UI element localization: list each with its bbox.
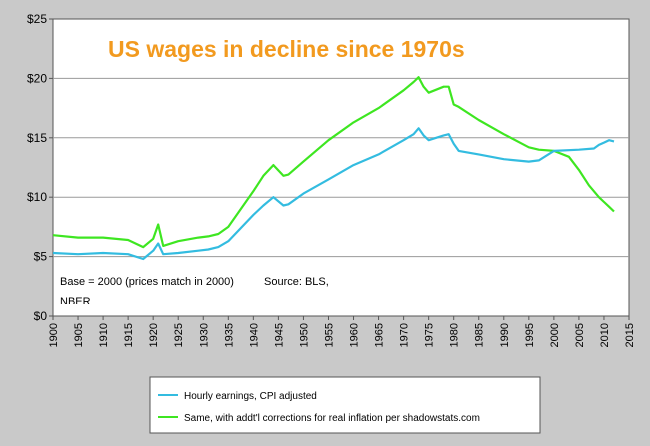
y-tick-label: $20 (27, 71, 47, 85)
legend-label: Same, with addt'l corrections for real i… (184, 413, 480, 424)
x-tick-label: 1990 (499, 323, 511, 347)
x-tick-label: 1920 (148, 323, 160, 347)
x-tick-label: 1940 (248, 323, 260, 347)
source-note-clip: NBER (60, 296, 91, 308)
series-line (52, 127, 615, 261)
x-tick-label: 1960 (349, 323, 361, 347)
x-tick-label: 1980 (449, 323, 461, 347)
legend-items: Hourly earnings, CPI adjusted Same, with … (158, 391, 480, 424)
x-tick-label: 1925 (173, 323, 185, 347)
x-tick-label: 1915 (123, 323, 135, 347)
x-tick-label: 2005 (574, 323, 586, 347)
source-note: Source: BLS, (264, 276, 329, 288)
x-tick-label: 1910 (98, 323, 110, 347)
base-note: Base = 2000 (prices match in 2000) (60, 276, 234, 288)
x-tick-label: 1970 (399, 323, 411, 347)
y-tick-label: $15 (27, 131, 47, 145)
legend-label: Hourly earnings, CPI adjusted (184, 391, 317, 402)
x-tick-label: 1950 (298, 323, 310, 347)
legend (149, 376, 541, 434)
y-tick-label: $5 (34, 250, 48, 264)
y-tick-label: $25 (27, 12, 47, 26)
x-tick-label: 1930 (198, 323, 210, 347)
x-tick-label: 2010 (599, 323, 611, 347)
y-axis: $0 $5 $10 $15 $20 $25 (27, 12, 53, 323)
y-tick-label: $10 (27, 190, 47, 204)
x-tick-label: 1965 (374, 323, 386, 347)
x-tick-label: 1900 (48, 323, 60, 347)
x-tick-label: 2000 (549, 323, 561, 347)
x-tick-label: 1905 (73, 323, 85, 347)
grid-lines (53, 77, 629, 258)
plot-area (52, 18, 630, 317)
x-tick-label: 1945 (273, 323, 285, 347)
y-tick-label: $0 (34, 309, 48, 323)
x-tick-label: 1955 (323, 323, 335, 347)
x-tick-label: 1935 (223, 323, 235, 347)
x-tick-label: 1975 (424, 323, 436, 347)
source-note-2: NBER (60, 296, 91, 308)
series-lines (52, 76, 615, 261)
chart-title: US wages in decline since 1970s (108, 36, 465, 62)
x-tick-label: 2015 (624, 323, 636, 347)
x-axis: 1900 1905 1910 1915 1920 1925 1930 1935 1940 1945… (48, 316, 636, 347)
x-tick-label: 1995 (524, 323, 536, 347)
x-tick-label: 1985 (474, 323, 486, 347)
